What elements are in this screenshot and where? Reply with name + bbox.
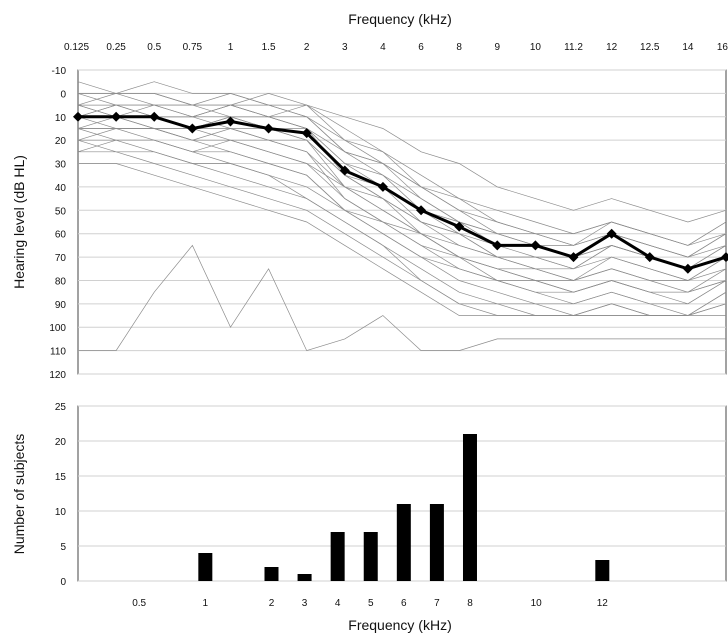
bottom-x-axis-title: Frequency (kHz)	[348, 617, 451, 633]
top-y-tick-label: 90	[55, 300, 67, 311]
individual-threshold-line	[77, 93, 727, 223]
top-x-tick-label: 10	[530, 42, 542, 53]
mean-threshold-line	[78, 115, 727, 271]
top-x-tick-label: 1	[228, 42, 234, 53]
bottom-x-tick-label: 12	[597, 598, 609, 609]
top-y-tick-label: 100	[49, 323, 66, 334]
bottom-x-tick-labels: 0.5 1 2 3 4 5 6 7 8 10 12	[132, 598, 608, 609]
top-y-tick-label: 10	[55, 113, 67, 124]
mean-threshold-point	[73, 111, 83, 122]
top-y-tick-labels: -10 0 10 20 30 40 50 60 70 80 90 100 110 120	[49, 66, 66, 381]
individual-threshold-line	[78, 163, 726, 316]
top-y-tick-label: 40	[55, 183, 67, 194]
mean-threshold-point	[568, 252, 579, 263]
individual-threshold-line	[77, 128, 727, 281]
top-x-tick-label: 0.75	[183, 42, 203, 53]
bottom-x-tick-label: 10	[531, 598, 543, 609]
bottom-y-tick-labels: 0 5 10 15 20 25	[55, 402, 67, 588]
mean-threshold-point	[111, 111, 122, 122]
bottom-x-tick-label: 6	[401, 598, 407, 609]
individual-threshold-line	[78, 116, 727, 246]
top-x-tick-label: 4	[380, 42, 386, 53]
mean-threshold-point	[377, 181, 388, 192]
subject-count-bar	[264, 567, 279, 581]
top-y-tick-label: 70	[55, 253, 67, 264]
bottom-x-tick-label: 4	[335, 598, 341, 609]
top-x-tick-label: 12	[606, 42, 618, 53]
top-x-tick-label: 14	[682, 42, 694, 53]
top-x-tick-label: 0.5	[147, 42, 161, 53]
top-y-tick-label: 20	[55, 136, 67, 147]
mean-threshold-point	[225, 116, 236, 127]
top-y-tick-label: 60	[55, 230, 67, 241]
mean-threshold-point	[339, 165, 350, 176]
top-x-tick-label: 3	[342, 42, 348, 53]
top-x-axis-title: Frequency (kHz)	[348, 11, 451, 27]
mean-threshold-point	[263, 123, 274, 134]
top-y-tick-label: 80	[55, 276, 67, 287]
top-y-tick-label: 110	[50, 347, 66, 358]
top-y-tick-label: 120	[49, 370, 66, 381]
mean-threshold-point	[492, 240, 503, 251]
bottom-x-tick-label: 5	[368, 598, 374, 609]
top-y-tick-label: 50	[55, 206, 67, 217]
top-x-tick-label: 8	[456, 42, 462, 53]
mean-threshold-point	[416, 205, 427, 216]
top-x-tick-label: 9	[495, 42, 501, 53]
bottom-y-tick-label: 0	[60, 577, 66, 588]
mean-threshold-point	[454, 221, 465, 232]
top-y-tick-label: -10	[52, 66, 67, 77]
bar-series	[198, 434, 610, 581]
bottom-y-tick-label: 5	[60, 542, 66, 553]
top-x-tick-label: 0.125	[64, 42, 89, 53]
mean-threshold-point	[530, 240, 541, 251]
top-x-tick-label: 2	[304, 42, 310, 53]
subject-count-bar	[595, 560, 610, 581]
subject-count-bar	[396, 504, 411, 581]
bottom-x-tick-label: 2	[269, 598, 275, 609]
individual-threshold-line	[78, 244, 726, 352]
top-y-tick-label: 0	[60, 89, 66, 100]
bottom-y-tick-label: 25	[55, 402, 67, 413]
top-x-tick-label: 11.2	[564, 42, 583, 53]
bottom-y-tick-label: 20	[55, 437, 67, 448]
individual-threshold-line	[77, 139, 727, 316]
bottom-y-tick-label: 10	[55, 507, 67, 518]
bottom-x-tick-label: 3	[302, 598, 308, 609]
subject-count-bar	[198, 553, 213, 581]
bottom-x-tick-label: 0.5	[132, 598, 146, 609]
mean-threshold-point	[606, 228, 617, 239]
bottom-x-tick-label: 7	[434, 598, 440, 609]
top-x-tick-label: 0.25	[106, 42, 126, 53]
individual-threshold-line	[78, 93, 727, 258]
mean-threshold-point	[682, 263, 693, 274]
subject-count-bar	[429, 504, 444, 581]
individual-threshold-line	[78, 128, 727, 270]
mean-threshold-series	[73, 111, 728, 274]
mean-threshold-point	[149, 111, 160, 122]
mean-threshold-point	[187, 123, 198, 134]
top-y-tick-label: 30	[55, 160, 67, 171]
bottom-x-tick-label: 8	[467, 598, 473, 609]
subject-count-bar	[297, 574, 312, 581]
top-x-tick-label: 6	[418, 42, 424, 53]
top-x-tick-label: 1.5	[262, 42, 276, 53]
top-y-axis-title: Hearing level (dB HL)	[11, 155, 27, 289]
subject-count-bar	[330, 532, 345, 581]
mean-threshold-point	[301, 128, 312, 139]
top-x-tick-labels: 0.125 0.25 0.5 0.75 1 1.5 2 3 4 6 8 9 10 11.2 12 12.5 14…	[64, 42, 728, 53]
top-x-tick-label: 16	[717, 42, 728, 53]
bottom-x-tick-label: 1	[203, 598, 209, 609]
bottom-y-tick-label: 15	[55, 472, 67, 483]
subject-count-bar	[462, 434, 477, 581]
mean-threshold-point	[644, 252, 655, 263]
mean-threshold-point	[721, 252, 728, 263]
top-x-tick-label: 12.5	[640, 42, 660, 53]
subject-count-bar	[363, 532, 378, 581]
bottom-y-axis-title: Number of subjects	[11, 434, 27, 555]
